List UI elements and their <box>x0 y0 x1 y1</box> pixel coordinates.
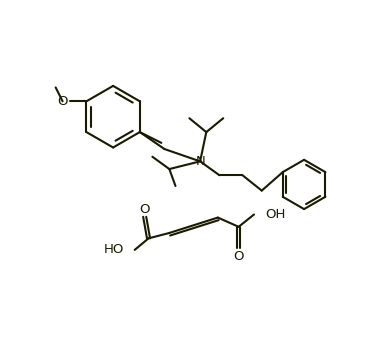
Text: N: N <box>195 155 205 168</box>
Text: O: O <box>140 203 150 216</box>
Text: O: O <box>57 95 68 108</box>
Text: OH: OH <box>265 208 286 221</box>
Text: O: O <box>233 250 244 262</box>
Text: HO: HO <box>103 243 124 257</box>
